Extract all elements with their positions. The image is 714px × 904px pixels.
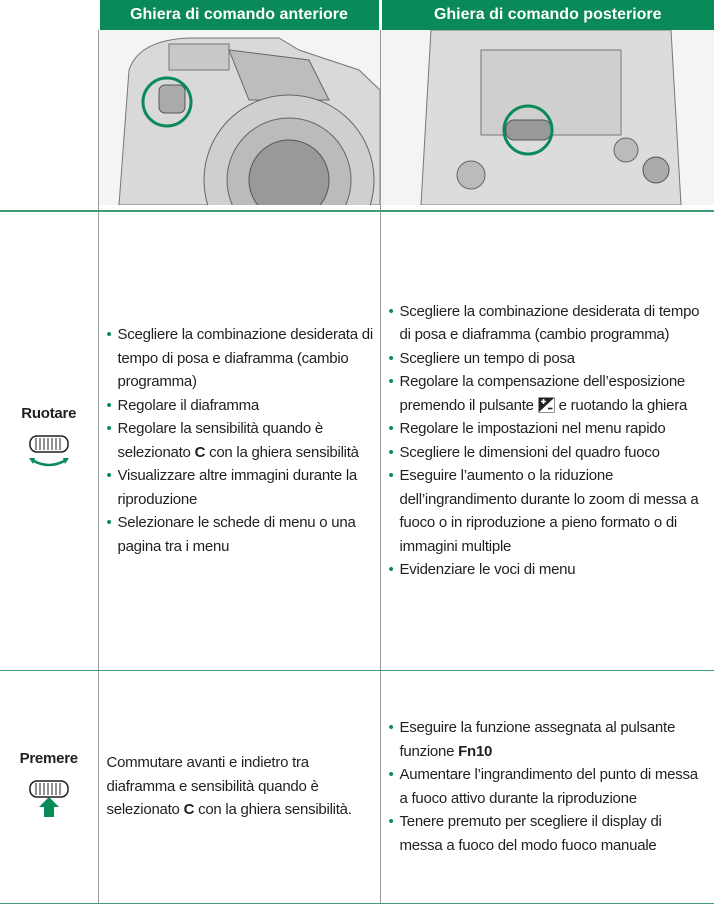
text: con la ghiera sensibilità.: [194, 801, 352, 819]
bold-text: C: [194, 443, 206, 461]
camera-rear-illustration: [380, 29, 714, 206]
row-label-cell: Ruotare: [0, 211, 98, 671]
bullet-item: Aumentare l’ingrandimento del punto di m…: [389, 763, 709, 810]
rear-cell: Scegliere la combinazione desiderata di …: [379, 211, 714, 671]
bullet-item: Scegliere la combinazione desiderata di …: [389, 300, 709, 347]
rear-dial-image: [379, 29, 714, 212]
empty-cell: [0, 30, 98, 212]
text: con la ghiera sensibilità: [205, 443, 359, 461]
front-cell: Commutare avanti e indietro tra diaframm…: [97, 670, 380, 904]
bullet-item: Scegliere le dimensioni del quadro fuoco: [389, 441, 709, 465]
row-label: Premere: [19, 750, 79, 767]
bold-text: Fn10: [458, 742, 493, 760]
bullet-item: Scegliere un tempo di posa: [389, 347, 709, 371]
header-row: Ghiera di comando anteriore Ghiera di co…: [0, 0, 714, 30]
row-label-cell: Premere: [0, 670, 98, 904]
rear-cell: Eseguire la funzione assegnata al pulsan…: [379, 670, 714, 904]
bullet-item: Regolare le impostazioni nel menu rapido: [389, 417, 709, 441]
bullet-item: Regolare la compensazione dell’esposizio…: [389, 370, 709, 417]
front-cell: Scegliere la combinazione desiderata di …: [97, 211, 380, 671]
front-dial-image: [97, 30, 380, 266]
rotate-row: Ruotare Scegliere la combinazione deside…: [0, 211, 714, 671]
bullet-item: Selezionare le schede di menu o una pagi…: [107, 511, 374, 558]
bullet-item: Evidenziare le voci di menu: [389, 558, 709, 582]
rotate-icon: [28, 435, 69, 466]
paragraph: Commutare avanti e indietro tra diaframm…: [107, 751, 374, 822]
exposure-icon: [538, 397, 555, 413]
bullet-list: Scegliere la combinazione desiderata di …: [389, 300, 709, 582]
text: Regolare la compensazione dell’esposizio…: [399, 373, 686, 414]
bullet-item: Visualizzare altre immagini durante la r…: [107, 464, 374, 511]
bullet-list: Scegliere la combinazione desiderata di …: [107, 323, 374, 558]
bullet-item: Regolare la sensibilità quando è selezio…: [107, 417, 374, 464]
press-row: Premere Commutare avanti e indietro tra …: [0, 670, 714, 904]
empty-corner: [0, 0, 98, 30]
camera-front-illustration: [98, 30, 380, 266]
bold-text: C: [183, 801, 195, 819]
row-label: Ruotare: [21, 405, 77, 423]
image-row: [0, 29, 714, 266]
text: e ruotando la ghiera: [558, 396, 688, 414]
bullet-item: Eseguire l’aumento o la riduzione dell’i…: [389, 464, 709, 558]
text: Commutare avanti e indietro tra diaframm…: [106, 754, 319, 819]
press-icon: [29, 779, 69, 817]
bullet-item: Eseguire la funzione assegnata al pulsan…: [389, 716, 709, 763]
column-header: Ghiera di comando posteriore: [378, 0, 714, 30]
bullet-item: Tenere premuto per scegliere il display …: [389, 810, 709, 857]
column-header: Ghiera di comando anteriore: [96, 0, 380, 30]
bullet-item: Regolare il diaframma: [107, 394, 374, 418]
bullet-item: Scegliere la combinazione desiderata di …: [107, 323, 374, 394]
text: Regolare la sensibilità quando è selezio…: [117, 420, 324, 461]
bullet-list: Eseguire la funzione assegnata al pulsan…: [389, 716, 709, 857]
text: Eseguire la funzione assegnata al pulsan…: [399, 719, 676, 760]
